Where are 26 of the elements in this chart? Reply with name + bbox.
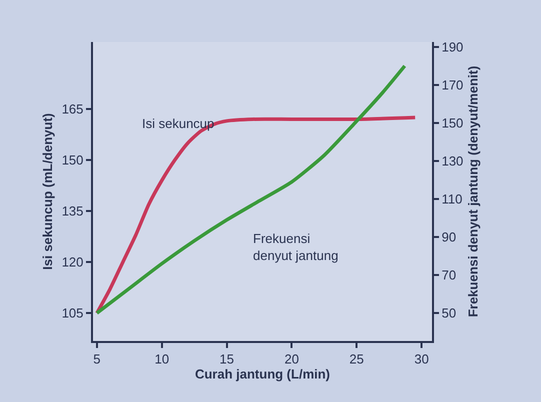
x-tick-label: 25 <box>349 352 364 367</box>
x-axis-title: Curah jantung (L/min) <box>194 366 330 382</box>
y-tick-label: 105 <box>62 306 84 321</box>
y2-axis-title: Frekuensi denyut jantung (denyut/menit) <box>465 66 480 318</box>
series-label: Frekuensi denyut jantung <box>253 231 338 263</box>
y2-tick-label: 170 <box>442 78 464 93</box>
y-tick-label: 120 <box>62 254 84 270</box>
y-axis-title: Isi sekuncup (mL/denyut) <box>40 113 56 270</box>
y-tick-label: 150 <box>62 152 84 168</box>
line-series <box>95 116 417 315</box>
line-series <box>95 64 406 315</box>
x-tick-label: 10 <box>154 352 170 367</box>
y2-tick-label: 130 <box>442 154 464 169</box>
x-tick-label: 5 <box>93 352 101 367</box>
x-tick-label: 20 <box>284 352 299 367</box>
series-label: Isi sekuncup <box>142 116 214 131</box>
y2-tick-label: 150 <box>442 116 464 131</box>
y2-tick-label: 90 <box>442 230 456 245</box>
y2-tick-label: 50 <box>442 306 456 321</box>
y2-tick-label: 110 <box>442 192 462 207</box>
y-tick-label: 165 <box>62 102 84 117</box>
y2-tick-label: 190 <box>442 39 464 54</box>
y-tick-label: 135 <box>62 204 84 219</box>
y2-tick-label: 70 <box>442 268 456 283</box>
x-tick-label: 15 <box>220 352 234 367</box>
x-tick-label: 30 <box>414 352 429 367</box>
